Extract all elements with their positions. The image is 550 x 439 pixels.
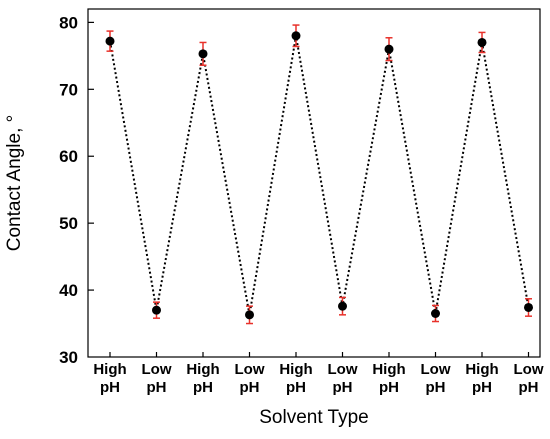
data-points — [105, 31, 533, 320]
error-bars — [106, 24, 532, 325]
x-category-label-line1: High — [93, 361, 126, 378]
y-tick-label: 70 — [59, 80, 78, 99]
y-tick-label: 60 — [59, 147, 78, 166]
y-tick-label: 80 — [59, 13, 78, 32]
x-category-label-line1: High — [465, 361, 498, 378]
data-point — [338, 301, 347, 311]
x-category-label-line1: High — [279, 361, 312, 378]
x-category-label-line2: pH — [286, 379, 306, 396]
plot-frame — [87, 8, 541, 358]
data-point — [431, 309, 440, 318]
x-category-label-line2: pH — [240, 379, 260, 396]
x-category-label-line2: pH — [519, 379, 539, 396]
data-point — [245, 310, 254, 320]
data-point — [152, 305, 161, 315]
x-category-label-line1: High — [186, 361, 219, 378]
x-category-label-line1: Low — [514, 361, 544, 378]
y-axis-ticks: 30 40 50 60 70 80 — [59, 13, 94, 367]
x-category-label-line1: Low — [142, 361, 172, 378]
x-category-label-line2: pH — [100, 379, 120, 396]
series-connector-line — [109, 35, 530, 316]
data-point — [291, 31, 301, 41]
x-category-label-line1: Low — [328, 361, 358, 378]
x-category-label-line1: Low — [235, 361, 265, 378]
y-axis-title: Contact Angle, ° — [4, 115, 25, 251]
x-category-label-line1: Low — [421, 361, 451, 378]
x-category-label-line2: pH — [193, 379, 213, 396]
x-category-label-line2: pH — [333, 379, 353, 396]
data-point — [477, 37, 487, 47]
x-category-label-line2: pH — [379, 379, 399, 396]
y-tick-label: 30 — [59, 348, 78, 367]
x-category-label-line1: High — [372, 361, 405, 378]
data-point — [198, 49, 208, 59]
x-category-label-line2: pH — [426, 379, 446, 396]
data-point — [105, 36, 115, 46]
y-tick-label: 50 — [59, 214, 78, 233]
data-point — [384, 44, 394, 54]
data-point — [524, 302, 533, 312]
x-axis-category-labels: HighpHLowpHHighpHLowpHHighpHLowpHHighpHL… — [93, 352, 544, 396]
x-axis-title: Solvent Type — [259, 407, 369, 428]
y-tick-label: 40 — [59, 281, 78, 300]
x-category-label-line2: pH — [147, 379, 167, 396]
x-category-label-line2: pH — [472, 379, 492, 396]
